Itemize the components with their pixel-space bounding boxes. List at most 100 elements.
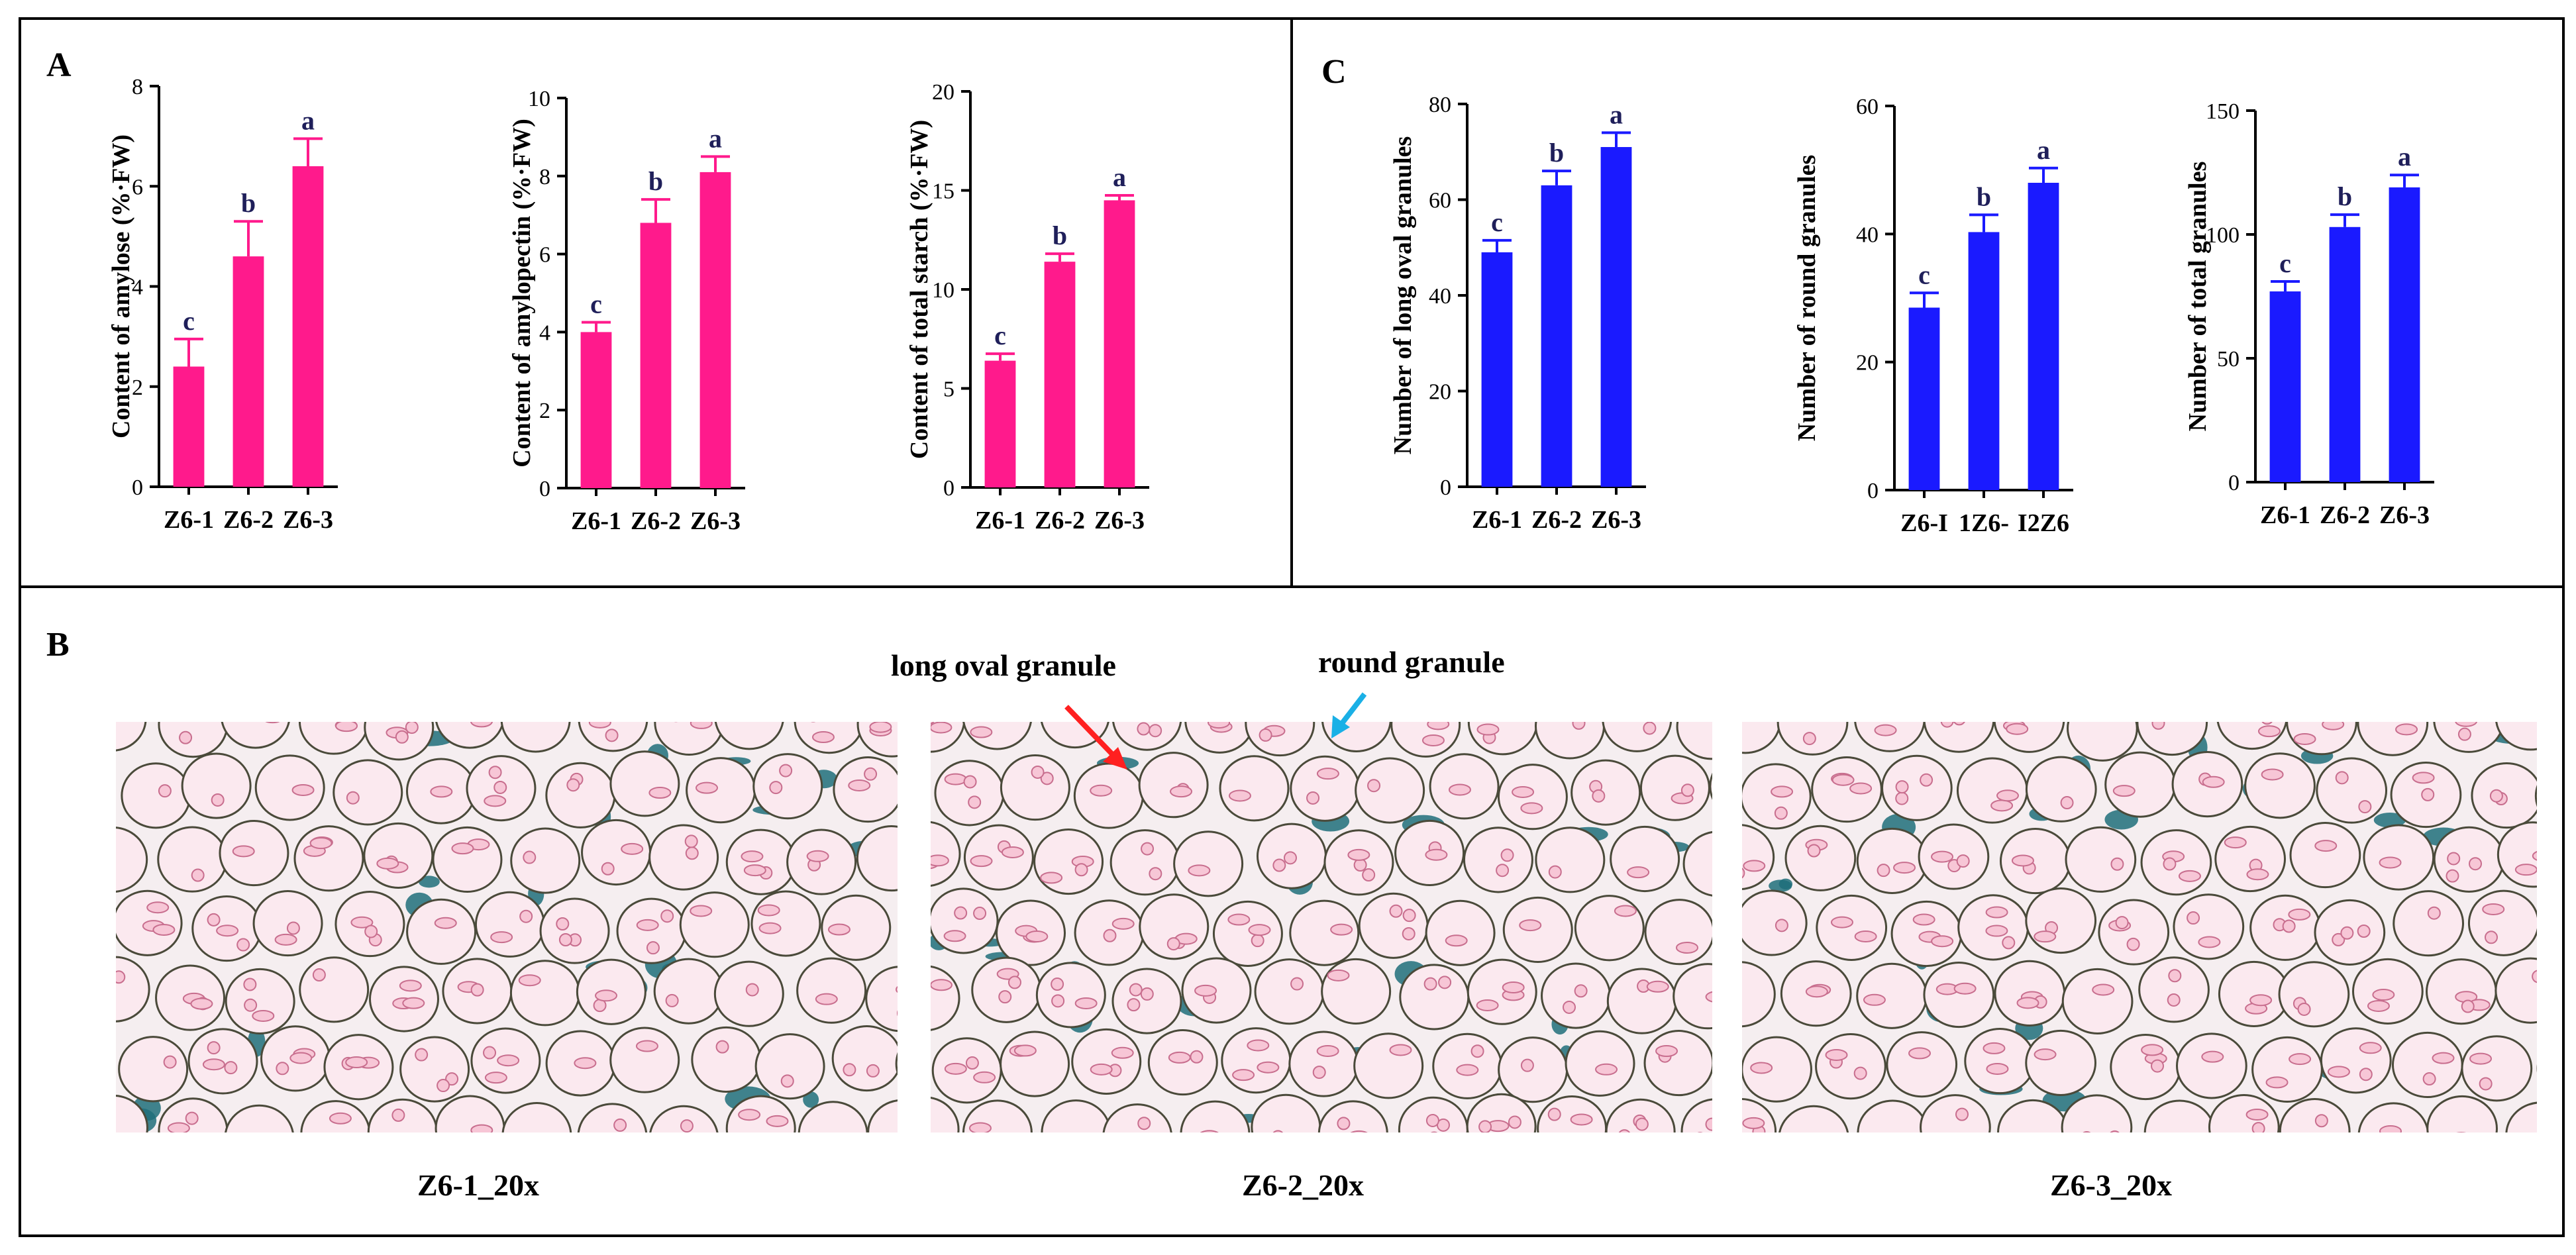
round-granule [468,704,480,716]
y-tick-label: 40 [1856,223,1879,247]
long-oval-granule [2412,772,2435,784]
long-oval-granule [1990,799,2014,812]
round-granule [1051,978,1064,991]
long-oval-granule [1347,848,1370,861]
long-oval-granule [2359,1042,2382,1054]
long-oval-granule [696,781,719,794]
long-oval-granule [152,923,176,936]
round-granule [1883,701,1895,713]
round-granule [391,1134,403,1146]
significance-letter: b [1977,181,1991,211]
round-granule [1718,727,1730,739]
cell [2542,894,2576,958]
long-oval-granule [973,1071,996,1083]
cell [934,760,1005,827]
long-oval-granule [1316,1044,1339,1057]
cell [2136,722,2208,756]
round-granule [1402,909,1416,923]
cell [750,890,821,957]
bar [2389,187,2420,482]
long-oval-granule [906,1128,927,1138]
long-oval-granule [451,842,474,855]
long-oval-granule [1389,1044,1412,1056]
long-oval-granule [2261,768,2284,781]
long-oval-granule [470,1124,493,1132]
round-granule [470,983,484,997]
cell [1676,722,1712,760]
round-granule [415,1048,429,1062]
cell [1535,722,1605,760]
round-granule [2251,1122,2265,1132]
round-granule [1251,934,1264,948]
caption-z6-2: Z6-2_20x [1242,1168,1364,1202]
round-granule [2157,1139,2169,1151]
round-granule [437,1079,450,1093]
category-label: Z6-2 [223,506,274,534]
bar [1908,307,1940,490]
cell [1290,755,1361,822]
long-oval-granule [1427,722,1450,730]
round-granule [2457,727,2471,741]
round-granule [2187,911,2200,925]
long-oval-granule [1327,969,1350,981]
cell [691,1026,762,1093]
y-tick-label: 0 [1867,479,1879,503]
long-oval-granule [202,1058,225,1071]
round-granule [1635,1117,1649,1131]
round-granule [1137,1117,1151,1130]
long-oval-granule [2573,1057,2576,1068]
long-oval-granule [2508,703,2530,714]
round-granule-label: round granule [1318,645,1505,679]
category-label: Z6-2 [631,507,681,535]
cell [1289,899,1360,966]
cell [752,753,823,820]
cell [2143,1099,2216,1132]
round-granule [896,1010,898,1017]
round-granule [1367,779,1381,793]
long-oval-granule [893,1142,914,1153]
long-oval-granule [289,1052,313,1064]
y-tick-label: 0 [539,477,550,501]
round-granule [2261,722,2273,725]
round-granule [1956,854,1970,868]
round-granule [1430,1131,1438,1132]
round-granule [1680,783,1694,797]
long-oval-granule [815,993,838,1005]
cell [299,956,370,1023]
long-oval-granule [434,917,457,929]
cell [116,1094,148,1132]
long-oval-granule [1705,991,1712,1003]
round-granule [488,766,502,779]
long-oval-granule [944,1062,967,1075]
cell [2357,722,2429,756]
cell [2140,829,2212,896]
round-granule [190,709,202,721]
cell [1680,1098,1712,1132]
long-oval-granule [2025,1140,2046,1151]
round-granule [1127,998,1141,1012]
long-oval-granule [2379,856,2402,869]
significance-letter: b [1549,138,1564,168]
long-oval-granule [1614,905,1637,917]
round-granule [1140,987,1154,1001]
cell [1425,899,1496,966]
long-oval-granule [733,710,754,721]
long-oval-granule [970,726,993,738]
long-oval-granule [943,930,966,942]
long-oval-granule [1931,935,1954,948]
category-label: Z6-3 [690,507,741,535]
long-oval-granule [985,1140,1006,1151]
cell [121,762,191,829]
bar [173,366,205,487]
long-oval-granule [1476,999,1499,1012]
round-granule [1149,867,1162,881]
long-oval-granule [1074,997,1098,1009]
round-granule [674,722,678,723]
long-oval-granule [1001,846,1024,858]
cell [2061,1094,2133,1132]
long-oval-granule [1227,913,1251,926]
round-granule [617,1142,629,1154]
category-label: Z6-2 [1531,506,1582,534]
chart-round-granules: 0 20 40 60 Number of round granules c Z6-I b 1Z6… [1793,95,2073,537]
cell [931,887,999,954]
